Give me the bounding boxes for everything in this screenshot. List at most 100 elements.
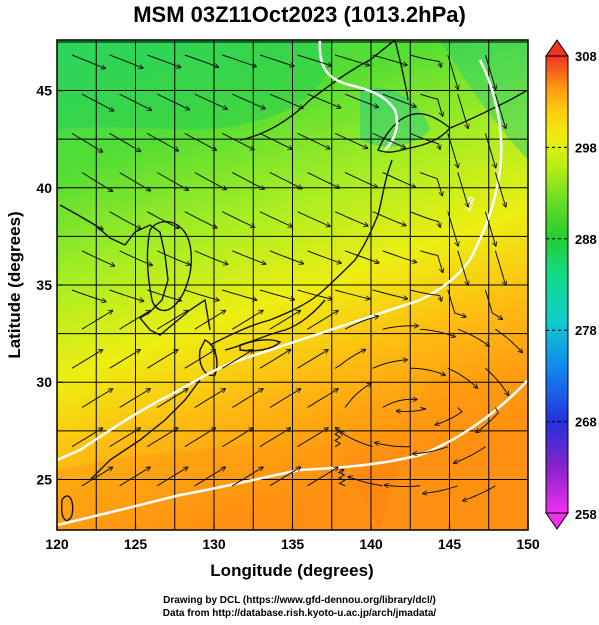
streamline	[463, 485, 496, 501]
china-korea-coast	[59, 204, 211, 336]
streamline	[184, 289, 219, 300]
streamline	[382, 93, 417, 107]
streamline	[447, 211, 458, 246]
streamline	[375, 443, 411, 448]
streamline	[348, 477, 383, 487]
streamline	[232, 172, 264, 190]
streamline	[109, 54, 144, 68]
streamline	[484, 211, 495, 246]
streamline	[382, 326, 419, 330]
streamline	[156, 389, 188, 408]
streamline	[307, 93, 341, 108]
streamline	[297, 54, 332, 66]
streamline	[372, 360, 408, 369]
streamline	[454, 446, 486, 464]
streamline	[495, 328, 522, 353]
streamline	[109, 289, 144, 301]
streamline	[269, 310, 301, 330]
streamline	[81, 310, 113, 330]
x-tick-label: 135	[281, 536, 305, 552]
streamline	[259, 211, 293, 227]
streamline	[71, 211, 103, 230]
streamline	[147, 289, 181, 301]
streamline	[222, 350, 253, 369]
korea-peninsula	[146, 220, 192, 312]
streamline	[146, 132, 178, 151]
streamline	[334, 211, 368, 226]
streamline	[396, 407, 427, 412]
streamline	[457, 94, 468, 128]
colorbar-tick-label: 288	[575, 232, 597, 247]
credits: Drawing by DCL (https://www.gfd-dennou.o…	[0, 594, 599, 620]
streamline	[420, 172, 442, 196]
streamline	[447, 367, 478, 388]
russia-coast	[239, 40, 396, 141]
streamline	[297, 211, 331, 227]
streamline	[269, 389, 301, 408]
streamline	[259, 289, 295, 300]
y-tick-label: 25	[36, 471, 52, 487]
streamline	[485, 367, 508, 395]
sakhalin	[394, 40, 409, 101]
streamline	[447, 289, 466, 317]
streamline	[447, 133, 458, 168]
streamline	[71, 289, 106, 302]
streamline	[334, 349, 366, 369]
y-axis-title: Latitude (degrees)	[5, 211, 24, 358]
streamline	[259, 132, 292, 149]
streamline	[194, 250, 228, 265]
streamline	[156, 250, 190, 265]
streamline	[334, 289, 370, 299]
streamline	[194, 93, 228, 109]
streamlines	[71, 54, 523, 501]
taiwan	[60, 495, 74, 522]
streamline	[146, 350, 178, 369]
streamline	[340, 432, 373, 448]
streamline	[297, 350, 329, 369]
streamline	[457, 250, 468, 285]
graticule	[57, 40, 528, 530]
colorbar-tick-label: 268	[575, 415, 597, 430]
streamline	[307, 172, 340, 189]
streamline	[372, 54, 408, 65]
streamline	[494, 172, 505, 208]
streamline	[184, 54, 219, 67]
streamline	[119, 389, 151, 408]
streamline	[147, 54, 181, 68]
streamline	[484, 133, 495, 168]
streamline	[382, 399, 417, 408]
streamline	[81, 389, 113, 408]
colorbar-top-triangle	[545, 39, 569, 57]
streamline	[81, 250, 115, 266]
x-tick-label: 120	[45, 536, 69, 552]
streamline	[435, 407, 463, 425]
streamline	[156, 93, 189, 110]
streamline	[222, 54, 256, 67]
streamline	[344, 250, 379, 263]
streamline	[307, 389, 339, 408]
coastlines	[59, 40, 528, 522]
streamline	[344, 93, 378, 107]
streamline	[259, 428, 291, 448]
y-tick-label: 30	[36, 374, 52, 390]
streamline	[307, 467, 339, 487]
streamline	[71, 428, 103, 448]
x-axis-ticks: 120 125 130 135 140 145 150	[45, 524, 540, 552]
streamline	[476, 407, 499, 433]
streamline	[337, 469, 346, 487]
streamline	[232, 467, 263, 487]
streamline	[119, 467, 151, 487]
streamline	[81, 93, 114, 111]
streamline	[259, 54, 294, 66]
streamline	[457, 172, 468, 208]
colorbar-body	[545, 55, 569, 514]
streamline	[194, 172, 227, 190]
streamline	[484, 54, 495, 90]
streamline	[307, 310, 339, 330]
streamline	[119, 172, 151, 191]
streamline	[335, 428, 342, 448]
streamline	[194, 310, 226, 330]
streamline	[184, 132, 217, 150]
streamline	[344, 383, 371, 408]
streamline	[372, 211, 406, 226]
